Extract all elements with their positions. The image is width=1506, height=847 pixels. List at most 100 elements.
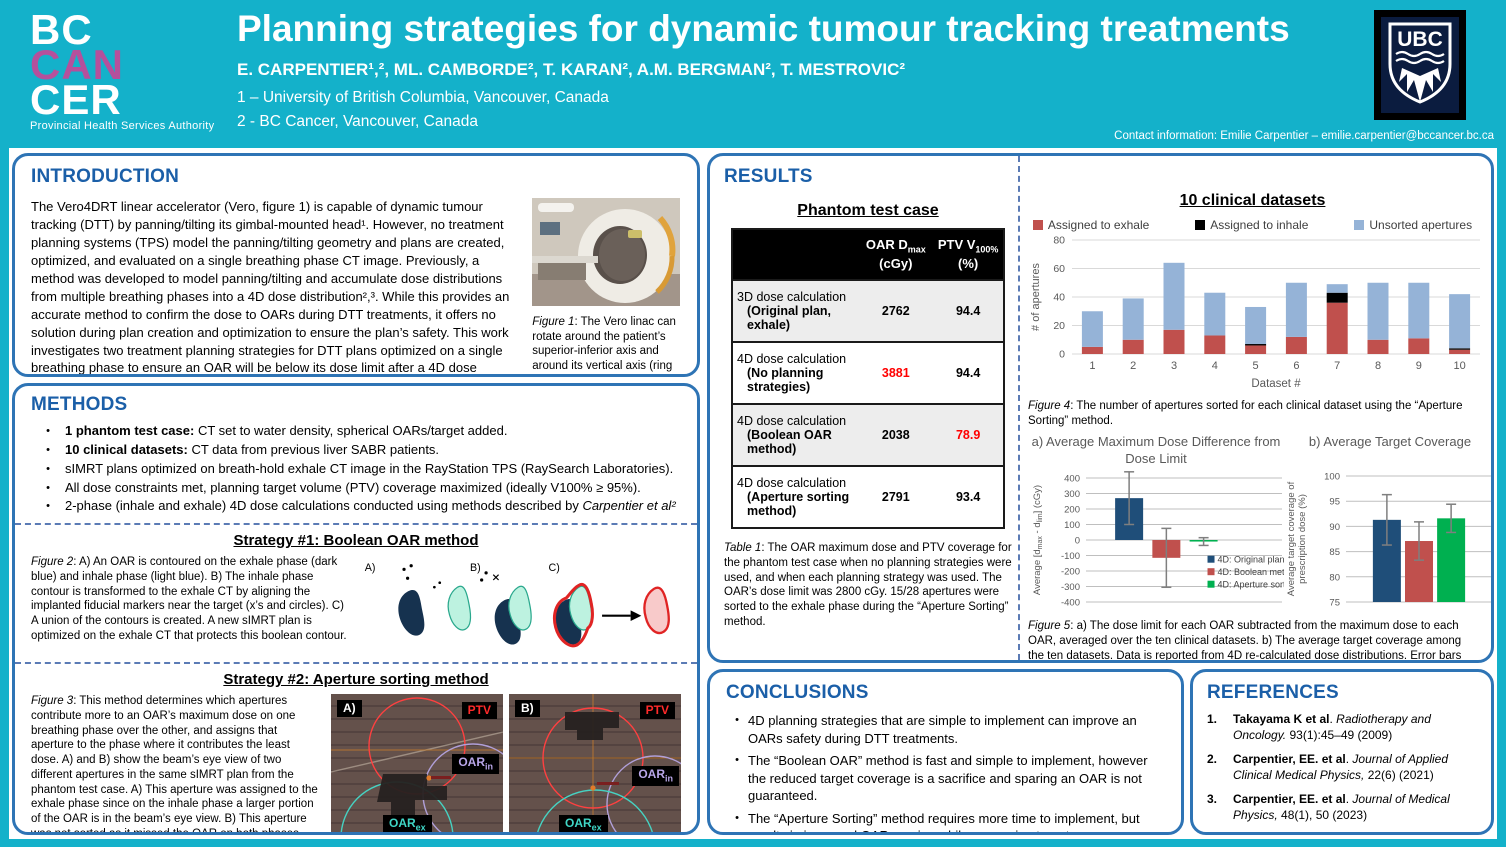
bullet-marker: • — [735, 754, 739, 767]
methods-bullet: • 2-phase (inhale and exhale) 4D dose cal… — [31, 497, 681, 516]
legend-label: Assigned to inhale — [1210, 218, 1309, 232]
beam-eye-view-b: B) PTV OARin OARex — [509, 694, 697, 832]
figure5-caption-text: : a) The dose limit for each OAR subtrac… — [1028, 620, 1462, 662]
figure4-caption-lead: Figure 4 — [1028, 400, 1071, 412]
figure4-caption: Figure 4: The number of apertures sorted… — [1028, 399, 1477, 428]
svg-text:9: 9 — [1416, 360, 1422, 372]
figure5-caption: Figure 5: a) The dose limit for each OAR… — [1028, 619, 1477, 662]
results-panel: RESULTS Phantom test case OAR Dmax (cGy)… — [707, 153, 1494, 663]
figure2-contour-diagram: A) B) C) — [365, 562, 670, 648]
ubc-logo: UBC — [1374, 10, 1466, 125]
table-row: 4D dose calculation (Aperture sorting met… — [732, 465, 1004, 529]
bullet-marker: • — [46, 500, 50, 513]
dashed-divider — [15, 662, 697, 665]
dmax-value: 2038 — [858, 403, 934, 467]
fig5b-bar-chart: 75 80 85 90 95 100 Average target coverage of p… — [1284, 468, 1491, 615]
figure1-caption: Figure 1: The Vero linac can rotate arou… — [532, 315, 681, 374]
svg-text:2: 2 — [1130, 360, 1136, 372]
fig4-chart-title: 10 clinical datasets — [1179, 192, 1326, 209]
svg-text:-100: -100 — [1061, 551, 1080, 562]
bev-a-oar-exhale-label: OARex — [383, 814, 432, 832]
affiliation-1: 1 – University of British Columbia, Vanc… — [237, 89, 609, 106]
table-header-oar-dmax: OAR Dmax (cGy) — [858, 229, 934, 281]
results-charts-column: 10 clinical datasets Assigned to exhale A… — [1028, 166, 1491, 660]
conclusion-bullet: • The “Aperture Sorting” method requires … — [726, 810, 1165, 832]
bev-b-ptv-label: PTV — [639, 702, 675, 720]
svg-text:8: 8 — [1375, 360, 1381, 372]
poster-frame-bottom — [0, 839, 1506, 847]
conclusions-bullet-list: • 4D planning strategies that are simple … — [726, 712, 1165, 832]
fig4-stacked-bar-chart: 0 20 40 60 80 1 2 3 4 5 6 7 8 9 10 Dataset # # of apertu… — [1028, 234, 1480, 397]
bev-b-oar-exhale-label: OARex — [559, 814, 608, 832]
svg-text:200: 200 — [1064, 505, 1080, 516]
svg-text:Average [dmax - dlim] (cGy): Average [dmax - dlim] (cGy) — [1032, 485, 1044, 595]
bev-b-oar-inhale-label: OARin — [632, 766, 679, 786]
svg-text:7: 7 — [1334, 360, 1340, 372]
table-row: 4D dose calculation (No planning strategi… — [732, 341, 1004, 405]
svg-text:40: 40 — [1053, 292, 1065, 304]
figure1-caption-lead: Figure 1 — [532, 316, 575, 328]
table-header-row: OAR Dmax (cGy) PTV V100% (%) — [732, 229, 1004, 281]
dashed-divider-vertical — [1018, 156, 1020, 660]
ubc-logo-text: UBC — [1397, 28, 1443, 51]
svg-text:4: 4 — [1212, 360, 1218, 372]
legend-swatch — [1195, 220, 1206, 230]
methods-bullet-list: • 1 phantom test case: CT set to water de… — [31, 422, 681, 516]
bev-a-label: A) — [337, 700, 362, 718]
table-header-empty — [732, 229, 859, 281]
bullet-marker: • — [46, 443, 50, 456]
introduction-heading: INTRODUCTION — [31, 166, 180, 187]
strategy2-heading: Strategy #2: Aperture sorting method — [223, 671, 489, 689]
svg-text:B): B) — [470, 562, 481, 574]
bc-cancer-logo: BC CAN CER — [30, 6, 124, 121]
svg-text:80: 80 — [1329, 573, 1340, 584]
table-header-ptv: PTV V100% (%) — [933, 229, 1004, 281]
figure4-caption-text: : The number of apertures sorted for eac… — [1028, 400, 1463, 427]
svg-text:90: 90 — [1329, 522, 1340, 533]
svg-text:6: 6 — [1293, 360, 1299, 372]
dmax-value: 3881 — [858, 341, 934, 405]
conclusions-panel: CONCLUSIONS • 4D planning strategies that… — [707, 669, 1184, 835]
figure2-caption-text: : A) An OAR is contoured on the exhale p… — [31, 556, 347, 642]
bullet-marker: • — [46, 425, 50, 437]
dmax-value: 2791 — [858, 465, 934, 529]
figure3-caption: Figure 3: This method determines which a… — [31, 694, 321, 832]
methods-bullet: • All dose constraints met, planning targ… — [31, 479, 681, 498]
references-heading: REFERENCES — [1207, 682, 1339, 703]
svg-text:A): A) — [365, 562, 376, 574]
figure2-label-c: C) — [549, 562, 560, 574]
beam-eye-view-a: A) PTV OARin OARex — [330, 694, 524, 832]
svg-text:3: 3 — [1171, 360, 1177, 372]
svg-text:prescription dose (%): prescription dose (%) — [1297, 495, 1308, 585]
results-table-column: RESULTS Phantom test case OAR Dmax (cGy)… — [724, 166, 1012, 650]
svg-text:C): C) — [549, 562, 560, 574]
bev-a-ptv-label: PTV — [461, 702, 497, 720]
introduction-panel: INTRODUCTION The Vero4DRT linear acceler… — [12, 153, 700, 377]
legend-item: Assigned to exhale — [1032, 218, 1149, 232]
figure1-block: Figure 1: The Vero linac can rotate arou… — [532, 198, 681, 374]
methods-heading: METHODS — [31, 394, 128, 415]
svg-text:85: 85 — [1329, 548, 1340, 559]
legend-label: Unsorted apertures — [1369, 218, 1473, 232]
svg-text:20: 20 — [1053, 320, 1065, 332]
fig4-legend: Assigned to exhale Assigned to inhale Unso… — [1028, 218, 1477, 232]
ubc-logo-graphic: UBC — [1374, 10, 1466, 120]
table-row: 3D dose calculation (Original plan, exhal… — [732, 279, 1004, 343]
svg-text:-200: -200 — [1061, 567, 1080, 578]
table1-caption-text: : The OAR maximum dose and PTV coverage … — [724, 542, 1012, 628]
svg-text:100: 100 — [1064, 520, 1080, 531]
affiliation-2: 2 - BC Cancer, Vancouver, Canada — [237, 113, 478, 130]
ptv-value: 94.4 — [933, 279, 1004, 343]
authors-line: E. CARPENTIER¹,², ML. CAMBORDE², T. KARA… — [237, 60, 906, 79]
methods-bullet: • 10 clinical datasets: CT data from prev… — [31, 441, 681, 460]
conclusions-heading: CONCLUSIONS — [726, 682, 869, 703]
methods-bullet: • 1 phantom test case: CT set to water de… — [31, 422, 681, 441]
references-panel: REFERENCES 1. Takayama K et al. Radiother… — [1190, 669, 1494, 835]
legend-swatch — [1354, 220, 1365, 230]
svg-text:4D: Aperture sorting: 4D: Aperture sorting — [1218, 580, 1284, 590]
bc-cancer-logo-line1: BC — [30, 6, 93, 53]
fig5b-block: b) Average Target Coverage 75 80 85 90 95 100… — [1284, 434, 1491, 615]
svg-text:75: 75 — [1329, 598, 1340, 609]
bullet-marker: • — [46, 462, 50, 475]
table1-caption-lead: Table 1 — [724, 542, 762, 555]
